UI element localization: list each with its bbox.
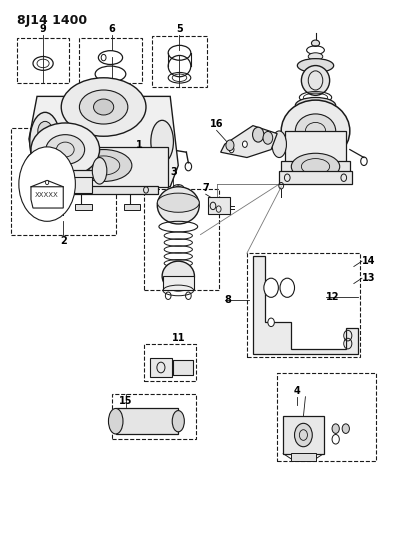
- Text: 2: 2: [60, 236, 67, 246]
- Text: 14: 14: [362, 256, 375, 266]
- Bar: [17, 38, 69, 83]
- Text: 15: 15: [119, 397, 132, 406]
- Text: 7: 7: [202, 183, 209, 193]
- Ellipse shape: [281, 100, 350, 162]
- Bar: [291, 453, 315, 461]
- Ellipse shape: [92, 158, 107, 184]
- Bar: [279, 171, 352, 184]
- Circle shape: [45, 180, 49, 184]
- Bar: [163, 276, 194, 290]
- Ellipse shape: [308, 53, 323, 60]
- Ellipse shape: [253, 127, 264, 142]
- Ellipse shape: [172, 410, 184, 432]
- Ellipse shape: [75, 150, 132, 181]
- Text: 13: 13: [362, 273, 375, 283]
- Circle shape: [47, 195, 55, 205]
- Circle shape: [229, 147, 234, 153]
- Bar: [144, 344, 196, 381]
- Ellipse shape: [157, 193, 199, 212]
- Ellipse shape: [25, 154, 41, 185]
- Text: 12: 12: [326, 292, 339, 302]
- Circle shape: [243, 141, 247, 148]
- Text: 11: 11: [172, 333, 185, 343]
- Text: 16: 16: [210, 119, 224, 130]
- Text: 3: 3: [170, 167, 177, 177]
- Ellipse shape: [46, 135, 85, 165]
- Ellipse shape: [291, 154, 340, 180]
- Circle shape: [342, 424, 350, 433]
- Ellipse shape: [79, 90, 128, 124]
- Ellipse shape: [31, 123, 100, 176]
- Text: 8J14 1400: 8J14 1400: [17, 14, 87, 27]
- Bar: [112, 394, 196, 439]
- Text: 10: 10: [296, 420, 310, 430]
- Circle shape: [268, 318, 274, 327]
- Ellipse shape: [226, 140, 234, 151]
- Bar: [116, 408, 178, 434]
- Circle shape: [280, 278, 294, 297]
- Ellipse shape: [109, 408, 123, 434]
- Bar: [49, 147, 168, 187]
- Bar: [31, 169, 102, 178]
- Bar: [57, 185, 158, 194]
- Text: 4: 4: [294, 386, 301, 395]
- Text: 6: 6: [108, 23, 115, 34]
- Bar: [285, 131, 346, 163]
- Bar: [152, 36, 207, 87]
- Ellipse shape: [30, 112, 60, 171]
- Bar: [11, 128, 116, 235]
- Ellipse shape: [162, 261, 194, 291]
- Ellipse shape: [272, 131, 286, 158]
- Ellipse shape: [311, 40, 320, 46]
- Circle shape: [264, 278, 278, 297]
- Bar: [277, 373, 376, 461]
- Circle shape: [19, 147, 75, 221]
- Polygon shape: [253, 256, 358, 354]
- Ellipse shape: [157, 187, 199, 224]
- Bar: [208, 197, 230, 214]
- Text: 5: 5: [176, 23, 183, 34]
- Text: 9: 9: [40, 23, 47, 34]
- Bar: [79, 38, 142, 83]
- Bar: [283, 416, 324, 454]
- Text: 1: 1: [136, 140, 143, 150]
- Bar: [124, 204, 140, 210]
- Polygon shape: [221, 126, 277, 158]
- Bar: [41, 177, 92, 193]
- Ellipse shape: [301, 66, 330, 95]
- Ellipse shape: [295, 114, 336, 148]
- Polygon shape: [31, 187, 63, 208]
- Bar: [75, 204, 92, 210]
- Ellipse shape: [151, 120, 173, 163]
- Bar: [173, 360, 193, 375]
- Ellipse shape: [297, 59, 334, 72]
- Circle shape: [332, 424, 339, 433]
- Circle shape: [294, 423, 312, 447]
- Polygon shape: [29, 96, 178, 187]
- Bar: [150, 359, 172, 376]
- Ellipse shape: [263, 132, 273, 144]
- Bar: [247, 253, 360, 357]
- Ellipse shape: [61, 78, 146, 136]
- Bar: [281, 161, 350, 172]
- Text: 8: 8: [225, 295, 232, 305]
- Text: XXXXX: XXXXX: [35, 192, 59, 198]
- Circle shape: [38, 122, 52, 141]
- Ellipse shape: [295, 98, 336, 114]
- Ellipse shape: [94, 99, 114, 115]
- Bar: [144, 189, 219, 290]
